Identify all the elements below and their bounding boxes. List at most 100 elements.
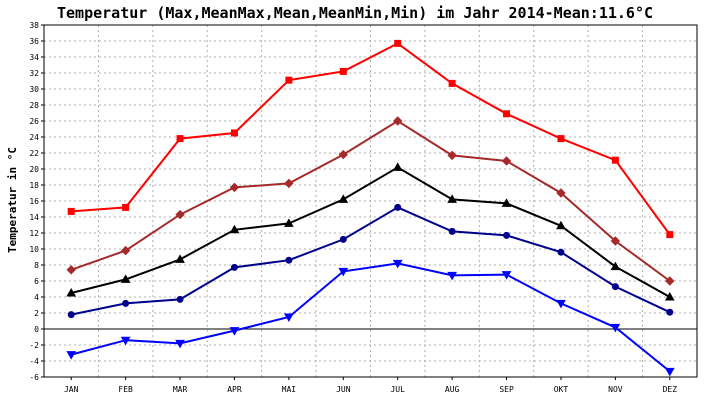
data-point-min	[392, 259, 403, 269]
data-point-meanmax	[175, 209, 185, 220]
data-point-meanmin	[67, 311, 75, 319]
plot-frame	[43, 24, 698, 378]
data-point-min	[175, 339, 185, 349]
data-point-meanmax	[665, 276, 675, 286]
y-tick-label: 18	[29, 181, 39, 190]
data-point-mean	[120, 274, 131, 283]
data-point-meanmin	[285, 256, 293, 264]
data-point-mean	[610, 261, 621, 271]
data-point-meanmax	[338, 149, 348, 160]
data-point-meanmin	[503, 231, 511, 239]
data-point-meanmax	[610, 236, 621, 246]
data-point-min	[338, 267, 349, 277]
y-tick-label: 24	[29, 133, 39, 142]
data-point-max	[666, 231, 674, 239]
data-point-meanmin	[339, 235, 347, 243]
x-tick-label: SEP	[499, 385, 514, 394]
data-point-meanmax	[556, 188, 566, 198]
y-tick-label: 6	[34, 277, 39, 286]
data-point-meanmax	[447, 150, 457, 161]
x-tick-label: AUG	[445, 385, 460, 394]
data-point-meanmin	[611, 283, 619, 291]
x-tick-label: OKT	[554, 385, 569, 394]
series-line-min	[70, 262, 671, 373]
y-tick-label: 4	[34, 293, 39, 302]
grid-lines	[44, 24, 697, 378]
data-point-min	[556, 299, 566, 309]
data-point-meanmax	[229, 182, 240, 193]
y-tick-label: 2	[34, 309, 39, 318]
data-point-max	[503, 110, 511, 118]
y-tick-label: -6	[29, 373, 39, 382]
y-tick-label: 20	[29, 165, 39, 174]
y-tick-label: 16	[29, 197, 39, 206]
data-point-min	[66, 351, 77, 360]
data-point-meanmin	[122, 299, 130, 307]
x-tick-label: JUL	[390, 385, 405, 394]
y-tick-label: 38	[29, 21, 39, 30]
data-point-meanmin	[176, 295, 184, 303]
data-point-mean	[501, 198, 512, 207]
data-point-mean	[338, 194, 349, 203]
data-point-meanmax	[66, 265, 76, 275]
y-tick-label: 34	[29, 53, 39, 62]
y-tick-label: -4	[29, 357, 39, 366]
data-point-meanmax	[393, 116, 403, 126]
data-point-mean	[447, 194, 457, 203]
data-point-max	[122, 203, 130, 211]
data-point-mean	[392, 162, 403, 171]
data-point-meanmax	[501, 156, 512, 166]
axes	[41, 24, 698, 380]
chart-title: Temperatur (Max,MeanMax,Mean,MeanMin,Min…	[57, 4, 653, 22]
x-tick-label: FEB	[118, 385, 133, 394]
data-point-mean	[66, 287, 77, 297]
data-point-mean	[175, 254, 185, 263]
y-tick-label: 36	[29, 37, 39, 46]
y-tick-label: 30	[29, 85, 39, 94]
series-line-max	[71, 42, 671, 236]
data-point-meanmin	[230, 263, 238, 271]
x-tick-label: JAN	[64, 385, 79, 394]
data-point-max	[394, 39, 402, 47]
data-point-max	[557, 135, 565, 143]
y-tick-label: 26	[29, 117, 39, 126]
data-point-meanmin	[448, 227, 456, 235]
data-point-meanmax	[284, 178, 294, 189]
data-point-mean	[664, 291, 675, 301]
series-line-meanmin	[71, 206, 671, 316]
data-point-min	[610, 323, 621, 333]
data-point-meanmin	[394, 203, 402, 211]
x-tick-label: MAI	[282, 385, 297, 394]
x-tick-label: JUN	[336, 385, 351, 394]
y-tick-label: 12	[29, 229, 39, 238]
tick-labels: -6-4-20246810121416182022242628303234363…	[29, 21, 677, 394]
data-point-mean	[556, 220, 566, 230]
data-point-mean	[229, 224, 240, 234]
data-point-max	[448, 79, 456, 87]
data-point-meanmax	[120, 245, 131, 256]
data-point-min	[120, 336, 131, 346]
y-tick-label: 28	[29, 101, 39, 110]
y-tick-label: 10	[29, 245, 39, 254]
data-point-min	[447, 271, 457, 281]
data-point-max	[67, 207, 75, 215]
x-tick-label: DEZ	[663, 385, 678, 394]
y-axis-label: Temperatur in °C	[6, 147, 19, 253]
y-tick-label: 22	[29, 149, 39, 158]
data-point-max	[339, 67, 347, 75]
data-point-max	[176, 135, 184, 143]
data-point-min	[284, 313, 294, 323]
y-tick-label: 32	[29, 69, 39, 78]
x-tick-label: MAR	[173, 385, 188, 394]
y-tick-label: 8	[34, 261, 39, 270]
data-point-max	[611, 156, 619, 164]
data-point-max	[285, 76, 293, 84]
data-point-min	[664, 367, 675, 377]
y-tick-label: -2	[29, 341, 39, 350]
y-tick-label: 14	[29, 213, 39, 222]
data-point-max	[230, 129, 238, 137]
data-point-mean	[284, 218, 294, 227]
series-line-meanmax	[70, 119, 671, 282]
